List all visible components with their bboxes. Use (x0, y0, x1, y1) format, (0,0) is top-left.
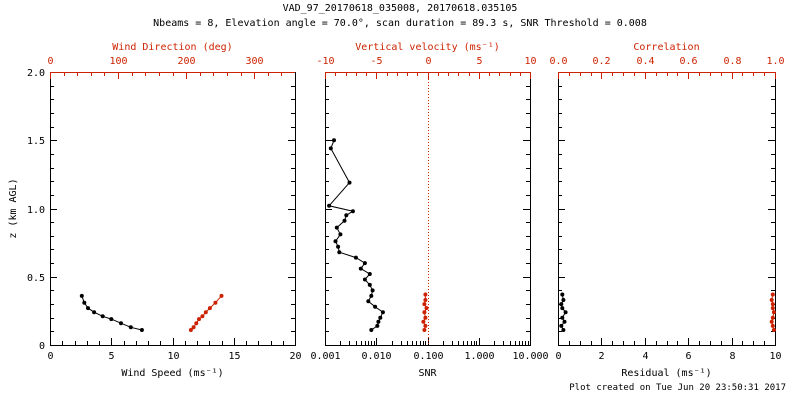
svg-text:10: 10 (167, 351, 179, 362)
svg-text:0: 0 (425, 56, 431, 67)
svg-text:0.5: 0.5 (27, 273, 45, 284)
svg-text:10: 10 (524, 56, 536, 67)
svg-text:Residual (ms⁻¹): Residual (ms⁻¹) (621, 368, 711, 379)
svg-text:300: 300 (245, 56, 263, 67)
svg-text:0: 0 (39, 341, 45, 352)
svg-text:SNR: SNR (418, 368, 437, 379)
svg-text:20: 20 (289, 351, 301, 362)
panel-residual: 0 2 4 6 8 10 0.0 0.2 0.4 0.6 0.8 1.0 Correlation Resi… (549, 42, 784, 379)
svg-text:5: 5 (476, 56, 482, 67)
svg-text:0.001: 0.001 (310, 351, 340, 362)
svg-text:6: 6 (685, 351, 691, 362)
svg-text:0.6: 0.6 (679, 56, 697, 67)
svg-text:0.010: 0.010 (361, 351, 391, 362)
plot-subtitle: Nbeams = 8, Elevation angle = 70.0°, sca… (153, 18, 647, 29)
svg-text:Wind Direction (deg): Wind Direction (deg) (112, 42, 232, 53)
svg-text:Wind Speed (ms⁻¹): Wind Speed (ms⁻¹) (121, 368, 223, 379)
svg-text:0.4: 0.4 (636, 56, 654, 67)
svg-text:8: 8 (729, 351, 735, 362)
svg-text:2.0: 2.0 (27, 68, 45, 79)
plot-created-timestamp: Plot created on Tue Jun 20 23:50:31 2017 (569, 383, 786, 393)
svg-text:5: 5 (108, 351, 114, 362)
svg-text:4: 4 (642, 351, 648, 362)
svg-text:0.100: 0.100 (413, 351, 443, 362)
series-vertical-velocity (421, 292, 429, 332)
series-wind-direction (188, 293, 224, 332)
panel-snr: 0.001 0.010 0.100 1.000 10.000 -10 -5 0 5 10 Verti… (310, 42, 548, 379)
svg-text:-5: -5 (370, 56, 382, 67)
svg-text:0: 0 (47, 56, 53, 67)
svg-text:1.0: 1.0 (766, 56, 784, 67)
svg-text:2: 2 (598, 351, 604, 362)
svg-text:10.000: 10.000 (512, 351, 548, 362)
svg-text:0.2: 0.2 (592, 56, 610, 67)
svg-text:15: 15 (228, 351, 240, 362)
svg-text:1.000: 1.000 (464, 351, 494, 362)
plot-title: VAD_97_20170618_035008, 20170618.035105 (282, 3, 518, 14)
svg-text:1.0: 1.0 (27, 205, 45, 216)
svg-text:Vertical velocity (ms⁻¹): Vertical velocity (ms⁻¹) (355, 42, 500, 53)
svg-text:Correlation: Correlation (633, 42, 699, 53)
svg-text:0: 0 (47, 351, 53, 362)
svg-text:10: 10 (769, 351, 781, 362)
series-wind-speed (79, 293, 144, 332)
svg-text:0.0: 0.0 (549, 56, 567, 67)
svg-text:z (km AGL): z (km AGL) (8, 178, 19, 238)
svg-text:100: 100 (109, 56, 127, 67)
svg-text:0: 0 (555, 351, 561, 362)
svg-text:0.8: 0.8 (723, 56, 741, 67)
svg-text:-10: -10 (316, 56, 334, 67)
series-residual (559, 292, 568, 332)
svg-text:1.5: 1.5 (27, 136, 45, 147)
series-correlation (769, 292, 776, 332)
series-snr-profile (327, 138, 385, 332)
svg-text:200: 200 (177, 56, 195, 67)
